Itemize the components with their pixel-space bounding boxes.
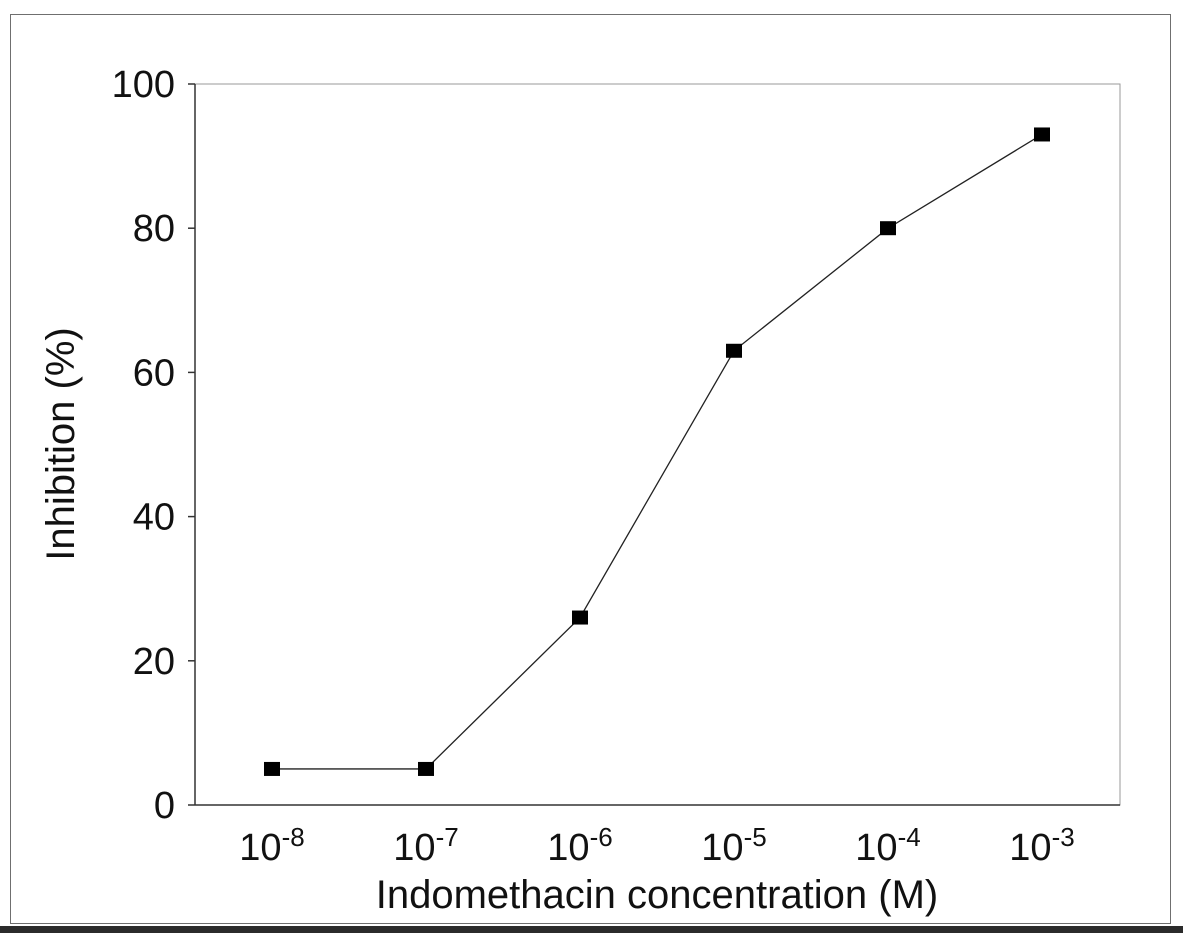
data-point-marker [572,610,588,625]
x-tick-label: 10-6 [547,822,612,869]
data-point-marker [880,221,896,236]
x-axis-title: Indomethacin concentration (M) [376,873,939,917]
series-line-group [272,133,1043,770]
plot-area-border [194,83,1121,806]
labels-group: 0 20 40 60 80 100 10-8 10-7 10-6 10-5 10-4 10-3 Indo… [39,64,1075,917]
bottom-edge-band [0,926,1183,933]
y-tick-label: 20 [133,641,175,683]
x-tick-label: 10-5 [701,822,766,869]
data-point-marker [1034,127,1050,142]
y-tick-label: 0 [154,785,175,827]
x-tick-label: 10-4 [855,822,920,869]
series-line [272,133,1043,770]
markers-group [264,127,1050,776]
x-tick-label: 10-8 [239,822,304,869]
y-tick-label: 100 [112,64,175,106]
axes [188,83,1120,806]
y-tick-label: 60 [133,352,175,394]
x-tick-label: 10-7 [393,822,458,869]
y-tick-label: 80 [133,208,175,250]
data-point-marker [726,343,742,358]
y-axis-title: Inhibition (%) [39,327,83,560]
y-tick-label: 40 [133,497,175,539]
data-point-marker [418,761,434,776]
x-tick-label: 10-3 [1009,822,1074,869]
data-point-marker [264,761,280,776]
figure-frame [10,14,1171,924]
